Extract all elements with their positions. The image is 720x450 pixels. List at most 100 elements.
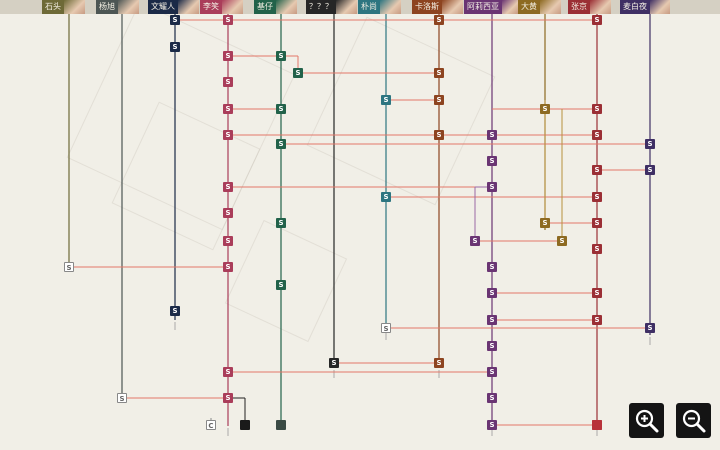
- character-tab-label: 李笑: [200, 0, 222, 14]
- character-portrait: [442, 0, 463, 14]
- story-node[interactable]: S: [487, 288, 497, 298]
- character-tab[interactable]: ？？？: [306, 0, 358, 14]
- character-portrait: [502, 0, 518, 14]
- story-node[interactable]: S: [487, 315, 497, 325]
- character-portrait: [336, 0, 357, 14]
- story-node[interactable]: S: [592, 104, 602, 114]
- character-tab[interactable]: 卡洛斯: [412, 0, 464, 14]
- character-tab-label: 张京: [568, 0, 590, 14]
- character-tab[interactable]: 麦白夜: [620, 0, 670, 14]
- locked-node[interactable]: [592, 420, 602, 430]
- story-node[interactable]: S: [470, 236, 480, 246]
- story-node[interactable]: S: [223, 236, 233, 246]
- zoom-out-icon: [682, 409, 705, 432]
- locked-node[interactable]: [276, 420, 286, 430]
- story-node[interactable]: S: [487, 367, 497, 377]
- story-node[interactable]: S: [293, 68, 303, 78]
- story-node[interactable]: S: [276, 51, 286, 61]
- story-node[interactable]: S: [487, 341, 497, 351]
- story-node[interactable]: S: [276, 104, 286, 114]
- story-node[interactable]: S: [487, 156, 497, 166]
- character-portrait: [540, 0, 561, 14]
- story-node[interactable]: S: [592, 15, 602, 25]
- character-tab-label: 文耀人: [148, 0, 178, 14]
- character-portrait: [650, 0, 670, 14]
- story-node[interactable]: S: [223, 77, 233, 87]
- story-node-unvisited[interactable]: S: [64, 262, 74, 272]
- story-node[interactable]: S: [223, 104, 233, 114]
- story-node[interactable]: S: [223, 262, 233, 272]
- character-tab-label: 阿莉西亚: [464, 0, 502, 14]
- zoom-out-button[interactable]: [676, 403, 711, 438]
- story-node[interactable]: S: [487, 182, 497, 192]
- character-tab-bar: 石头 杨旭 文耀人 李笑 基仔 ？？？ 朴尚 卡洛斯 阿莉西亚 大黄 张京 麦白夜: [0, 0, 720, 14]
- character-tab[interactable]: 杨旭: [96, 0, 148, 14]
- story-node[interactable]: S: [276, 139, 286, 149]
- story-node-unvisited[interactable]: S: [117, 393, 127, 403]
- character-tab[interactable]: 基仔: [254, 0, 306, 14]
- character-tab[interactable]: 朴尚: [358, 0, 412, 14]
- story-node[interactable]: S: [223, 51, 233, 61]
- story-node[interactable]: S: [645, 165, 655, 175]
- character-tab-label: 卡洛斯: [412, 0, 442, 14]
- story-node-unvisited[interactable]: S: [381, 323, 391, 333]
- story-node[interactable]: S: [434, 15, 444, 25]
- character-portrait: [178, 0, 199, 14]
- choice-node[interactable]: C: [206, 420, 216, 430]
- character-tab-label: 大黄: [518, 0, 540, 14]
- character-tab[interactable]: 石头: [42, 0, 96, 14]
- end-node[interactable]: [240, 420, 250, 430]
- character-tab[interactable]: 阿莉西亚: [464, 0, 518, 14]
- story-node[interactable]: S: [381, 95, 391, 105]
- story-node[interactable]: S: [170, 15, 180, 25]
- story-node[interactable]: S: [487, 393, 497, 403]
- character-tab[interactable]: 文耀人: [148, 0, 200, 14]
- story-node[interactable]: S: [329, 358, 339, 368]
- zoom-in-icon: [635, 409, 658, 432]
- story-node[interactable]: S: [381, 192, 391, 202]
- story-node[interactable]: S: [540, 218, 550, 228]
- story-node[interactable]: S: [276, 218, 286, 228]
- story-node[interactable]: S: [223, 130, 233, 140]
- story-node[interactable]: S: [223, 208, 233, 218]
- story-node[interactable]: S: [487, 130, 497, 140]
- story-node[interactable]: S: [487, 420, 497, 430]
- story-node[interactable]: S: [540, 104, 550, 114]
- story-node[interactable]: S: [223, 367, 233, 377]
- character-portrait: [380, 0, 401, 14]
- character-portrait: [222, 0, 243, 14]
- story-node[interactable]: S: [592, 288, 602, 298]
- character-tab[interactable]: 张京: [568, 0, 620, 14]
- story-node[interactable]: S: [434, 130, 444, 140]
- character-tab-label: 麦白夜: [620, 0, 650, 14]
- story-node[interactable]: S: [592, 165, 602, 175]
- character-tab[interactable]: 大黄: [518, 0, 568, 14]
- character-portrait: [118, 0, 139, 14]
- story-node[interactable]: S: [645, 323, 655, 333]
- character-tab[interactable]: 李笑: [200, 0, 254, 14]
- story-node[interactable]: S: [434, 95, 444, 105]
- story-node[interactable]: S: [170, 306, 180, 316]
- story-node[interactable]: S: [557, 236, 567, 246]
- story-node[interactable]: S: [592, 315, 602, 325]
- story-node[interactable]: S: [592, 244, 602, 254]
- story-node[interactable]: S: [592, 218, 602, 228]
- character-tab-label: 杨旭: [96, 0, 118, 14]
- character-portrait: [590, 0, 611, 14]
- story-node[interactable]: S: [170, 42, 180, 52]
- character-tab-label: 朴尚: [358, 0, 380, 14]
- character-portrait: [64, 0, 85, 14]
- story-node[interactable]: S: [223, 393, 233, 403]
- story-node[interactable]: S: [592, 192, 602, 202]
- story-node[interactable]: S: [487, 262, 497, 272]
- story-node[interactable]: S: [276, 280, 286, 290]
- story-node[interactable]: S: [592, 130, 602, 140]
- story-node[interactable]: S: [434, 68, 444, 78]
- story-node[interactable]: S: [223, 182, 233, 192]
- character-tab-label: 石头: [42, 0, 64, 14]
- story-node[interactable]: S: [223, 15, 233, 25]
- story-node[interactable]: S: [645, 139, 655, 149]
- story-node[interactable]: S: [434, 358, 444, 368]
- zoom-in-button[interactable]: [629, 403, 664, 438]
